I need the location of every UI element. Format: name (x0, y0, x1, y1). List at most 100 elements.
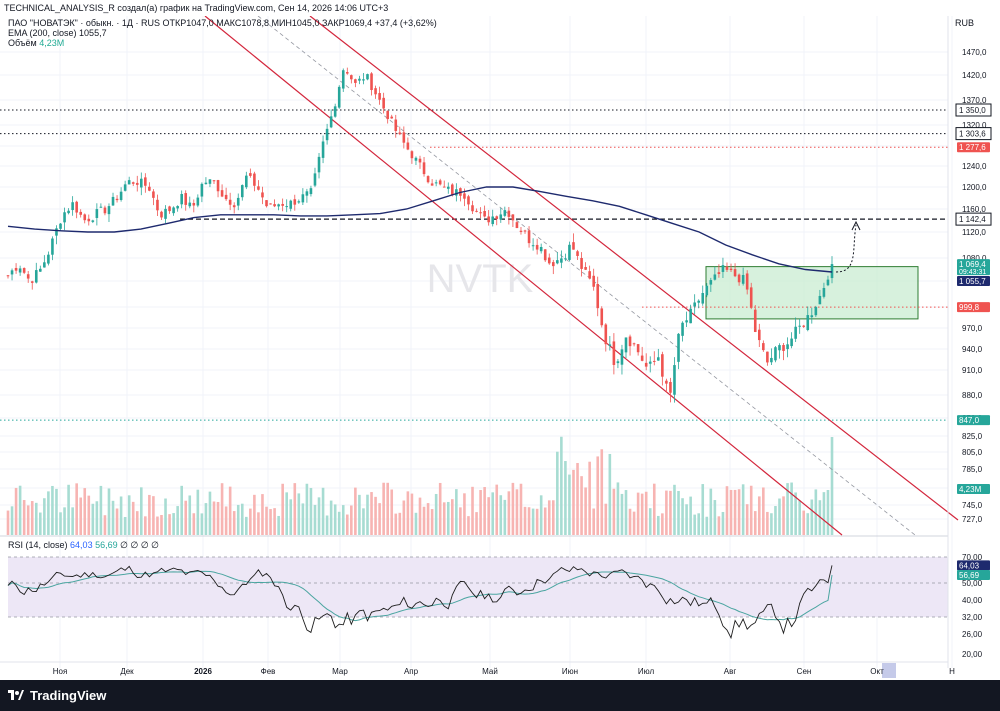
candle-body (701, 293, 705, 304)
volume-bar (830, 437, 834, 535)
volume-bar (47, 491, 50, 535)
volume-bar (547, 500, 551, 535)
ema-legend[interactable]: EMA (200, close) 1055,7 (8, 28, 107, 39)
rsi-tick-label: 50,00 (962, 579, 983, 588)
price-tag: 1 350,0 (959, 106, 986, 115)
ema-label: EMA (200, close) (8, 28, 77, 38)
candle-body (438, 180, 442, 185)
candle-body (572, 242, 575, 250)
candle-body (636, 344, 640, 353)
time-axis[interactable]: Ноя Дек 2026 Фев Мар Апр Май Июн Июл Авг Сен Окт Н (0, 661, 955, 678)
volume-bar (168, 514, 171, 535)
currency-label[interactable]: RUB (954, 18, 974, 28)
candle-body (414, 157, 418, 161)
volume-bar (806, 513, 810, 535)
rsi-legend[interactable]: RSI (14, close) 64,03 56,69 ∅ ∅ ∅ ∅ (8, 540, 159, 551)
candle-body (717, 272, 721, 274)
trend-channel[interactable] (204, 15, 959, 536)
rsi-tag: 64,03 (959, 561, 980, 570)
candle-body (814, 307, 818, 316)
volume-bar (499, 495, 503, 535)
price-tick-label: 1420,0 (962, 71, 987, 80)
volume-bar (527, 507, 531, 535)
horizontal-levels[interactable] (0, 109, 948, 421)
price-tick-label: 825,0 (962, 432, 983, 441)
volume-bar (127, 495, 131, 535)
candle-body (418, 158, 422, 163)
candle-body (535, 244, 539, 250)
volume-bar (95, 501, 99, 535)
price-tick-label: 727,0 (962, 515, 983, 524)
candle-body (127, 180, 131, 185)
volume-bar (519, 483, 523, 535)
price-tag-bg (957, 415, 990, 426)
price-tag-bg (957, 302, 990, 313)
time-cursor-marker (882, 663, 896, 678)
candle-body (487, 216, 490, 223)
volume-bar (757, 496, 761, 535)
volume-bar (394, 513, 398, 535)
candle-body (604, 324, 608, 345)
candle-body (721, 265, 725, 272)
candle-body (289, 200, 293, 209)
volume-bar (814, 489, 818, 535)
volume-bar (200, 513, 204, 535)
candle-body (216, 180, 220, 192)
candle-body (232, 205, 236, 208)
price-axis[interactable]: 1470,01420,01370,01320,01280,01240,01200… (947, 16, 992, 668)
candle-body (588, 271, 591, 279)
candle-body (685, 320, 688, 323)
price-tick-label: 1120,0 (962, 228, 986, 237)
volume-bar (810, 499, 814, 535)
volume-bar (778, 498, 781, 535)
volume-bar (564, 461, 567, 535)
volume-bar (382, 482, 385, 535)
candle-body (95, 209, 99, 218)
volume-bar (475, 512, 478, 535)
candle-body (507, 210, 511, 217)
candle-body (362, 79, 365, 81)
candle-body (87, 218, 91, 222)
volume-bar (337, 511, 341, 535)
volume-bar (160, 515, 163, 535)
candle-body (273, 204, 276, 207)
volume-bar (188, 495, 192, 535)
volume-bar (434, 493, 438, 535)
volume-bar (236, 504, 240, 535)
volume-bar (463, 493, 466, 535)
price-tick-label: 1370,0 (962, 96, 987, 105)
volume-bar (592, 508, 595, 535)
rsi-tick-label: 20,00 (962, 650, 983, 659)
candle-body (657, 357, 660, 361)
candle-body (91, 220, 95, 222)
volume-bar (398, 512, 402, 535)
volume-bar (139, 487, 143, 535)
volume-bar (685, 504, 688, 535)
volume-bar (366, 494, 369, 535)
volume-bar (588, 461, 591, 535)
volume-bar (632, 511, 636, 535)
volume-bar (71, 507, 74, 535)
candle-body (661, 354, 664, 377)
rsi-label: RSI (14, close) (8, 540, 68, 550)
candle-body (325, 128, 329, 141)
ohlc-legend[interactable]: ПАО "НОВАТЭК" · обыкн. · 1Д · RUS ОТКР10… (8, 18, 437, 28)
volume-bar (471, 486, 474, 535)
projection-arrow[interactable] (835, 220, 861, 273)
volume-bar (770, 513, 773, 535)
candle-body (527, 230, 531, 244)
volume-bar (131, 501, 135, 535)
volume-bar (491, 492, 495, 535)
candle-body (782, 345, 785, 351)
volume-bar (733, 489, 737, 535)
candle-body (697, 300, 701, 303)
rsi-ma-path (7, 570, 833, 622)
volume-value: 4,23M (39, 38, 65, 48)
volume-legend[interactable]: Объём 4,23M (8, 38, 64, 49)
volume-bar (422, 506, 426, 535)
candle-body (693, 302, 696, 307)
volume-bar (55, 488, 58, 535)
candle-body (83, 214, 87, 221)
volume-bar (164, 498, 167, 535)
